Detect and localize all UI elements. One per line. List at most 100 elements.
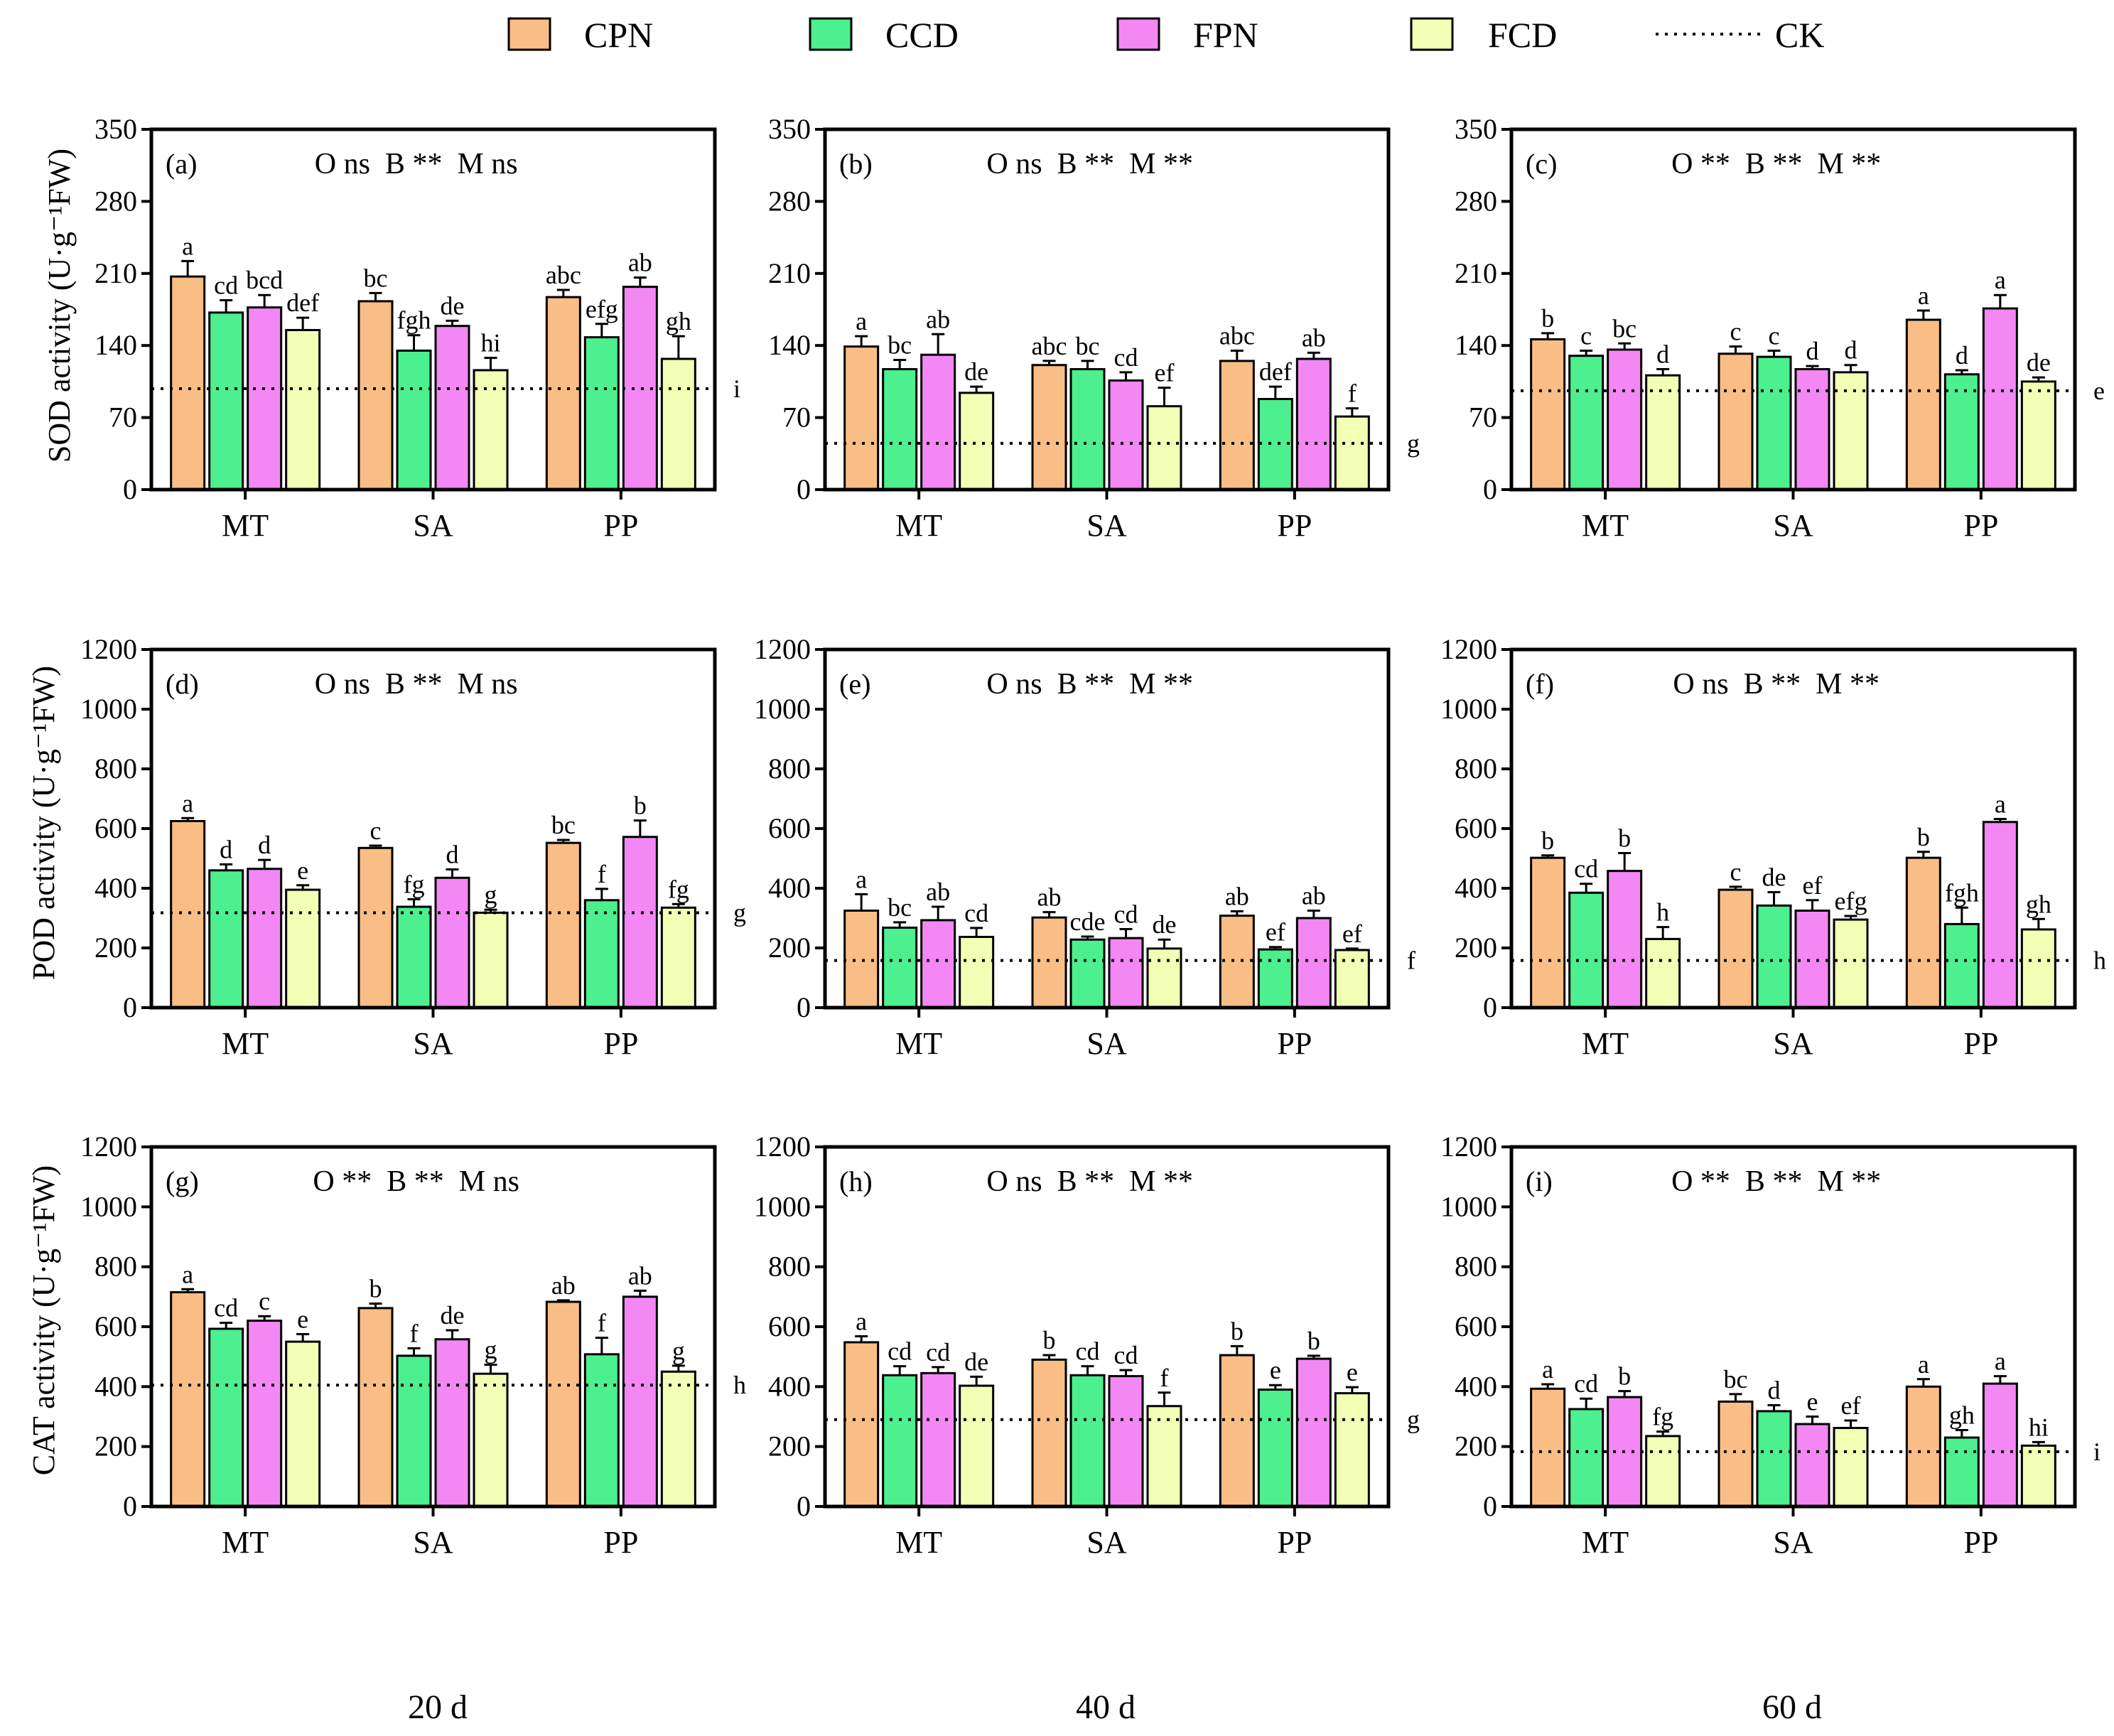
panel-g-errorbar	[556, 1299, 570, 1302]
panel-e-errorbar	[1119, 928, 1133, 939]
panel-i-sig-letter: d	[1768, 1376, 1781, 1404]
panel-g-xtick-label: PP	[603, 1525, 638, 1560]
legend-swatch-fpn	[1116, 17, 1160, 51]
panel-d-errorbar	[446, 868, 459, 878]
panel-c-errorbar	[1916, 309, 1930, 320]
panel-b-sig-letter: abc	[1032, 332, 1067, 360]
panel-b-bar-ccd	[1257, 398, 1293, 491]
panel-f-errorbar	[1618, 851, 1632, 871]
panel-f-ytick-label: 0	[1483, 991, 1497, 1023]
panel-a-errorbar	[595, 323, 608, 338]
panel-f-errorbar	[1580, 883, 1593, 893]
panel-g-sig-letter: g	[672, 1337, 685, 1365]
panel-d-errorbar	[633, 819, 647, 837]
panel-g-sig-letter: cd	[214, 1294, 238, 1322]
panel-d-ytick-label: 1200	[80, 633, 137, 665]
panel-f-bar-fcd	[1645, 937, 1681, 1009]
panel-i-bar-fpn	[1794, 1423, 1830, 1508]
panel-a-letter: (a)	[166, 148, 197, 180]
panel-d-sig-letter: d	[220, 835, 232, 863]
panel-e-letter: (e)	[839, 668, 870, 700]
panel-a-xtick-label: MT	[222, 508, 269, 543]
panel-f-sig-letter: h	[1656, 898, 1669, 927]
panel-b-bar-cpn	[1031, 364, 1067, 491]
panel-i-letter: (i)	[1526, 1165, 1553, 1197]
panel-a-errorbar	[296, 316, 310, 330]
panel-e-sig-letter: ab	[1037, 883, 1062, 912]
panel-b-xtick-label: SA	[1086, 508, 1126, 543]
panel-b-sig-letter: bc	[1076, 332, 1100, 360]
panel-f-bar-ccd	[1756, 904, 1792, 1009]
panel-b-errorbar	[970, 385, 983, 393]
panel-g-sig-letter: b	[370, 1275, 382, 1303]
panel-d-sig-letter: d	[446, 841, 459, 869]
panel-d-sig-letter: d	[258, 831, 271, 859]
panel-i-sig-letter: cd	[1574, 1369, 1598, 1398]
panel-i-sig-letter: a	[1918, 1350, 1929, 1379]
panel-h-errorbar	[893, 1365, 907, 1376]
panel-i-significance: O ** B ** M **	[1671, 1165, 1881, 1198]
panel-h-errorbar	[1307, 1354, 1320, 1359]
panel-c-bar-cpn	[1717, 352, 1754, 491]
panel-h-bar-cpn	[1219, 1354, 1255, 1508]
panel-d-xtick-label: SA	[413, 1026, 453, 1061]
panel-c-sig-letter: b	[1541, 304, 1554, 333]
panel-g-bar-fcd	[660, 1370, 696, 1508]
panel-b-errorbar	[893, 358, 907, 370]
panel-i-sig-letter: b	[1618, 1362, 1631, 1391]
panel-a-errorbar	[407, 334, 421, 351]
panel-g-sig-letter: f	[410, 1319, 419, 1347]
panel-d-bar-cpn	[545, 841, 581, 1009]
panel-f-ytick-label: 1000	[1440, 693, 1497, 725]
panel-g-ytick-label: 1000	[80, 1190, 137, 1222]
panel-d-ytick-label: 0	[123, 991, 137, 1023]
panel-h-bar-cpn	[843, 1341, 880, 1508]
y-title-sod: SOD activity (U·g⁻¹FW)	[42, 149, 77, 463]
panel-d-bar-ccd	[583, 899, 620, 1009]
panel-e-bar-fpn	[920, 919, 956, 1009]
panel-i-bar-fcd	[1645, 1435, 1681, 1508]
panel-d-ytick-label: 200	[95, 932, 137, 964]
panel-a-bar-fpn	[247, 306, 283, 491]
panel-g-ck-letter: h	[733, 1371, 746, 1399]
y-title-cat: CAT activity (U·g⁻¹FW)	[26, 1165, 61, 1475]
panel-c-bar-fpn	[1607, 348, 1643, 491]
panel-c-bar-cpn	[1530, 338, 1566, 491]
panel-f-sig-letter: b	[1618, 824, 1631, 852]
panel-i-bar-cpn	[1530, 1387, 1566, 1508]
panel-a-bar-cpn	[357, 300, 394, 491]
panel-c-ytick-label: 140	[1455, 329, 1497, 361]
panel-h-sig-letter: b	[1307, 1327, 1320, 1355]
panel-b-xtick-label: PP	[1277, 508, 1312, 543]
panel-a-sig-letter: bc	[364, 264, 388, 292]
panel-g-bar-ccd	[208, 1327, 244, 1508]
panel-e-bar-fcd	[959, 935, 995, 1009]
panel-f-ytick-label: 600	[1455, 812, 1497, 844]
panel-i-errorbar	[1806, 1416, 1819, 1425]
panel-i-bar-ccd	[1756, 1410, 1792, 1508]
panel-h-bar-fpn	[920, 1371, 956, 1508]
panel-a-ytick-label: 350	[95, 113, 137, 145]
panel-f-sig-letter: efg	[1835, 887, 1867, 915]
panel-h-errorbar	[855, 1335, 868, 1342]
panel-c-sig-letter: a	[1995, 266, 2006, 294]
panel-a-sig-letter: de	[441, 291, 465, 320]
panel-h-bar-cpn	[1031, 1358, 1067, 1508]
panel-a-sig-letter: def	[286, 289, 319, 317]
panel-g-sig-letter: a	[182, 1260, 193, 1288]
panel-a-errorbar	[258, 293, 271, 308]
panel-a-bar-fcd	[285, 328, 321, 491]
panel-i-bar-ccd	[1568, 1408, 1605, 1508]
panel-c-bar-fpn	[1982, 307, 2018, 491]
panel-f-sig-letter: c	[1730, 858, 1742, 886]
panel-c-sig-letter: c	[1580, 321, 1592, 350]
panel-c-errorbar	[1844, 364, 1857, 372]
panel-h-ytick-label: 1000	[754, 1190, 811, 1222]
panel-i-ytick-label: 600	[1455, 1310, 1497, 1342]
panel-d-bar-cpn	[357, 846, 394, 1009]
panel-c-sig-letter: d	[1806, 337, 1819, 365]
panel-d-errorbar	[407, 898, 421, 907]
panel-g-errorbar	[181, 1288, 195, 1293]
panel-h-xtick-label: MT	[895, 1525, 942, 1560]
